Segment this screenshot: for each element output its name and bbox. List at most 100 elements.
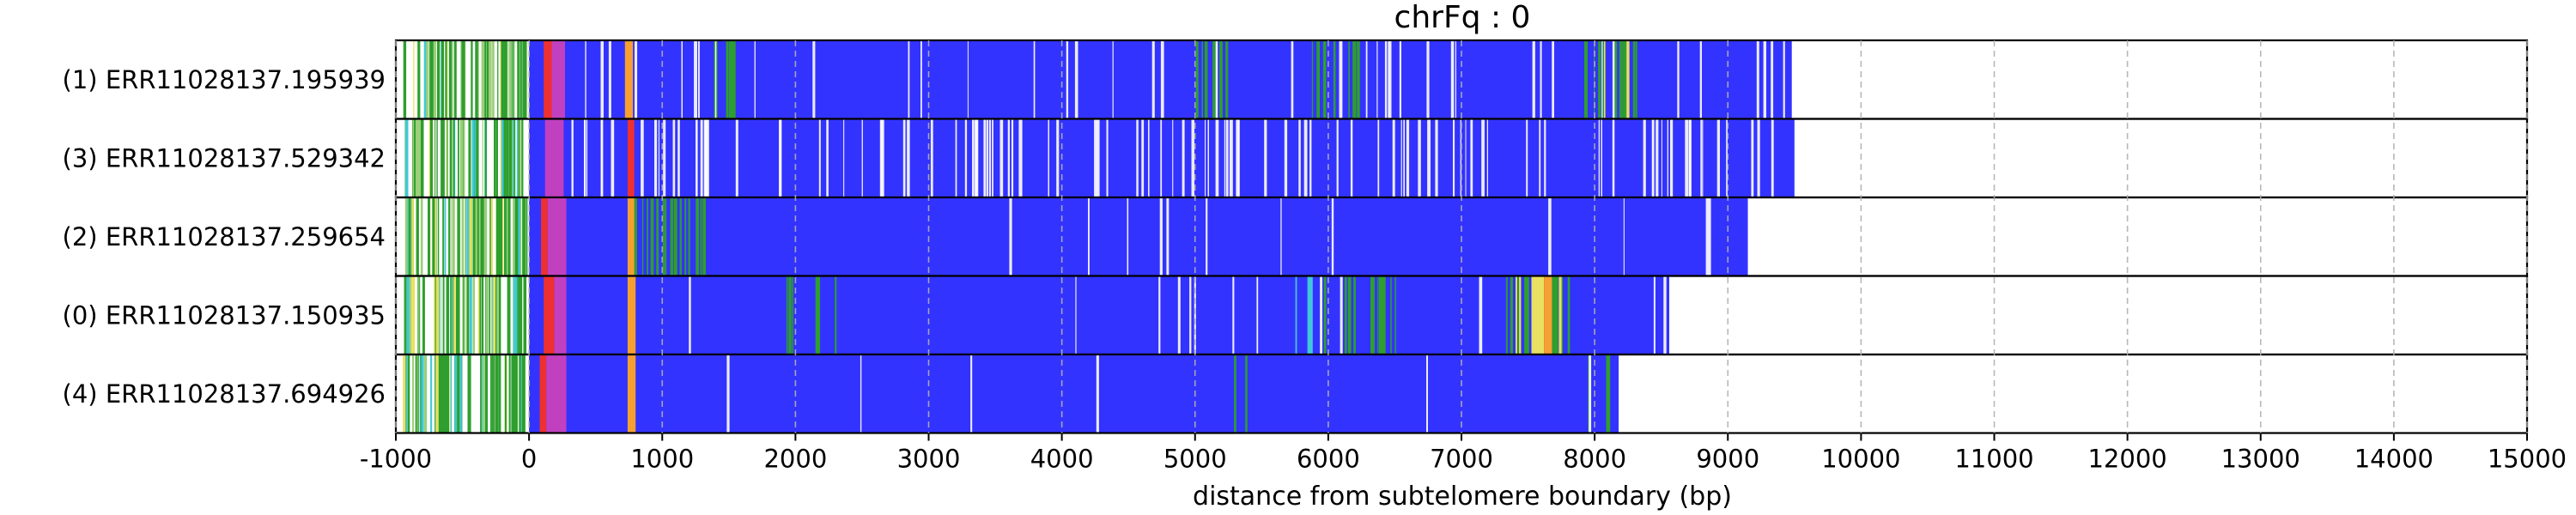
variant-stripe [479,276,482,354]
variant-stripe [728,40,732,119]
variant-stripe [492,276,494,354]
variant-stripe [440,40,445,119]
variant-stripe [498,354,501,433]
variant-stripe [430,354,433,433]
variant-stripe [465,197,466,276]
read-track: (3) ERR11028137.529342 [63,118,2529,199]
variant-stripe [1352,40,1354,119]
variant-stripe [1567,276,1571,354]
variant-stripe [1009,197,1012,276]
x-tick-label: 15000 [2488,445,2567,474]
variant-stripe [1653,276,1656,354]
variant-stripe [404,197,408,276]
variant-stripe [1056,118,1060,197]
variant-stripe [1479,276,1483,354]
variant-stripe [521,118,524,197]
variant-stripe [1207,118,1209,197]
variant-stripe [495,354,497,433]
variant-stripe [478,197,482,276]
variant-stripe [1486,118,1488,197]
x-tick-label: 6000 [1297,445,1360,474]
variant-stripe [972,118,975,197]
variant-stripe [494,118,496,197]
variant-stripe [469,276,472,354]
annotation-segment [547,197,567,276]
variant-stripe [493,276,496,354]
variant-stripe [525,276,527,354]
variant-stripe [409,197,411,276]
variant-stripe [501,40,503,119]
variant-stripe [608,40,611,119]
repeat-block [529,197,1748,276]
variant-stripe [482,197,484,276]
variant-stripe [483,354,485,433]
variant-stripe [502,197,504,276]
variant-stripe [1716,118,1720,197]
variant-stripe [1751,118,1754,197]
variant-stripe [696,118,698,197]
variant-stripe [1544,118,1546,197]
variant-stripe [1311,40,1314,119]
variant-stripe [1264,118,1267,197]
variant-stripe [416,354,418,433]
variant-stripe [1088,197,1090,276]
variant-stripe [484,197,488,276]
variant-stripe [999,118,1004,197]
variant-stripe [1345,276,1347,354]
grid-lines [395,40,2528,433]
variant-stripe [412,354,414,433]
variant-stripe [458,354,459,433]
variant-stripe [1594,40,1595,119]
variant-stripe [1726,118,1728,197]
variant-stripe [1517,276,1519,354]
variant-stripe [1172,118,1174,197]
variant-stripe [405,118,409,197]
variant-stripe [499,197,502,276]
variant-stripe [437,197,440,276]
variant-stripe [1096,354,1099,433]
variant-stripe [826,118,829,197]
variant-stripe [457,197,460,276]
variant-stripe [489,276,491,354]
variant-stripe [451,276,453,354]
variant-stripe [507,197,510,276]
variant-stripe [970,354,973,433]
variant-stripe [679,197,681,276]
variant-stripe [428,118,431,197]
variant-stripe [496,354,499,433]
variant-stripe [1381,276,1385,354]
variant-stripe [461,40,465,119]
variant-stripe [585,40,586,119]
variant-stripe [463,118,465,197]
variant-stripe [1700,118,1702,197]
variant-stripe [492,40,495,119]
variant-stripe [519,40,522,119]
variant-stripe [434,354,437,433]
variant-stripe [513,354,515,433]
variant-stripe [513,118,516,197]
variant-stripe [694,40,697,119]
variant-stripe [428,197,430,276]
variant-stripe [1652,118,1655,197]
variant-stripe [475,197,477,276]
repeat-block [529,354,1619,433]
variant-stripe [1519,276,1522,354]
x-tick-label: 5000 [1163,445,1227,474]
variant-stripe [654,118,658,197]
variant-stripe [1626,40,1630,119]
variant-stripe [861,118,863,197]
variant-stripe [1336,118,1339,197]
variant-stripe [462,276,464,354]
variant-stripe [1320,276,1322,354]
variant-stripe [1141,118,1145,197]
variant-stripe [1136,118,1139,197]
variant-stripe [1455,40,1456,119]
variant-stripe [1771,118,1774,197]
x-tick-label: 3000 [897,445,961,474]
variant-stripe [501,197,503,276]
variant-stripe [1620,40,1623,119]
variant-stripe [1298,118,1301,197]
variant-stripe [451,197,453,276]
variant-stripe [1066,40,1069,119]
